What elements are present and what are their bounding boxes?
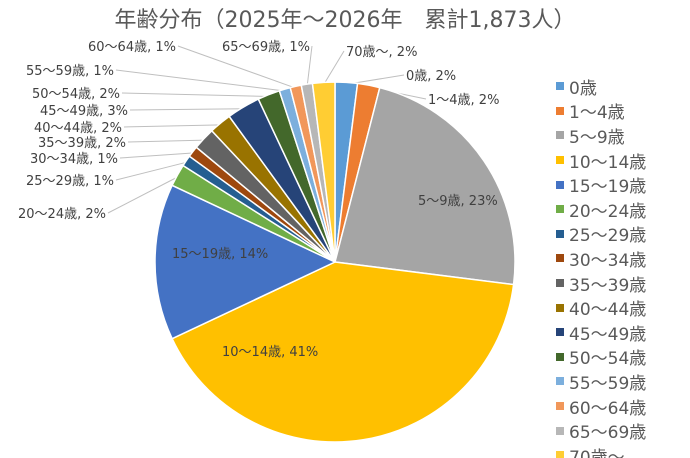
pie-slice-15 <box>311 81 336 263</box>
data-label-15: 70歳～, 2% <box>346 45 417 60</box>
data-label-3: 10～14歳, 41% <box>222 345 318 360</box>
data-label-13: 60～64歳, 1% <box>88 40 176 55</box>
pie-slice-3 <box>171 261 515 443</box>
pie-slice-4 <box>154 184 337 340</box>
legend-label: 20～24歳 <box>569 201 647 222</box>
legend-swatch <box>556 254 564 263</box>
data-label-11: 50～54歳, 2% <box>32 87 120 102</box>
legend-label: 45～49歳 <box>569 324 647 345</box>
legend-swatch <box>556 426 564 435</box>
legend-swatch <box>556 82 564 91</box>
legend-swatch <box>556 377 564 386</box>
legend-item-12: 55～59歳 <box>556 369 646 394</box>
leader-line-5 <box>107 175 180 214</box>
legend-item-8: 35～39歳 <box>556 271 646 296</box>
legend-swatch <box>556 205 564 214</box>
data-label-0: 0歳, 2% <box>406 69 456 84</box>
legend-item-14: 65～69歳 <box>556 418 646 443</box>
legend-label: 70歳～ <box>569 447 625 458</box>
legend-item-4: 15～19歳 <box>556 172 646 197</box>
leader-line-8 <box>127 139 206 143</box>
data-label-1: 1～4歳, 2% <box>428 93 499 108</box>
legend-label: 30～34歳 <box>569 250 647 271</box>
legend-swatch <box>556 106 564 115</box>
leader-line-6 <box>115 161 188 181</box>
legend-label: 50～54歳 <box>569 349 647 370</box>
data-label-5: 20～24歳, 2% <box>18 207 106 222</box>
legend-swatch <box>556 180 564 189</box>
legend-swatch <box>556 229 564 238</box>
leader-line-15 <box>323 50 345 85</box>
legend-item-11: 50～54歳 <box>556 345 647 370</box>
legend-item-10: 45～49歳 <box>556 320 646 345</box>
legend-swatch <box>556 131 564 140</box>
legend-swatch <box>556 451 564 458</box>
legend-item-0: 0歳 <box>556 74 646 99</box>
legend-label: 60～64歳 <box>569 398 647 419</box>
data-label-2: 5～9歳, 23% <box>418 194 498 209</box>
legend-swatch <box>556 352 564 361</box>
legend-swatch <box>556 402 564 411</box>
legend-item-5: 20～24歳 <box>556 197 646 222</box>
legend: 0歳 1～4歳 5～9歳 10～14歳 15～19歳 20～24歳 25～29歳 30～34歳… <box>556 74 646 458</box>
legend-swatch <box>556 303 564 312</box>
legend-swatch <box>556 328 564 337</box>
data-label-12: 55～59歳, 1% <box>26 64 114 79</box>
data-label-14: 65～69歳, 1% <box>222 40 310 55</box>
leader-line-14 <box>306 45 313 87</box>
legend-label: 25～29歳 <box>569 226 647 247</box>
chart-title: 年齢分布（2025年～2026年 累計1,873人） <box>114 8 576 33</box>
legend-item-7: 30～34歳 <box>556 246 646 271</box>
legend-label: 65～69歳 <box>569 423 647 444</box>
legend-label: 35～39歳 <box>569 275 647 296</box>
legend-item-6: 25～29歳 <box>556 222 647 247</box>
leader-line-13 <box>177 45 297 89</box>
data-label-9: 40～44歳, 2% <box>34 121 122 136</box>
leader-line-12 <box>115 69 286 92</box>
pie-slice-2 <box>334 86 516 286</box>
legend-item-9: 40～44歳 <box>556 295 646 320</box>
legend-label: 10～14歳 <box>569 152 647 173</box>
leader-line-10 <box>129 108 245 111</box>
legend-swatch <box>556 156 564 165</box>
data-label-8: 35～39歳, 2% <box>38 136 126 151</box>
data-label-4: 15～19歳, 14% <box>172 247 268 262</box>
legend-item-13: 60～64歳 <box>556 394 646 419</box>
legend-label: 55～59歳 <box>569 373 647 394</box>
legend-item-3: 10～14歳 <box>556 148 646 173</box>
leader-line-7 <box>119 152 195 159</box>
legend-swatch <box>556 279 564 288</box>
legend-label: 40～44歳 <box>569 300 647 321</box>
leader-line-11 <box>121 92 270 97</box>
legend-label: 1～4歳 <box>569 103 625 124</box>
data-label-6: 25～29歳, 1% <box>26 174 114 189</box>
legend-label: 0歳 <box>569 78 597 99</box>
legend-item-15: 70歳～ <box>556 443 646 458</box>
legend-label: 5～9歳 <box>569 127 625 148</box>
data-label-10: 45～49歳, 3% <box>40 104 128 119</box>
leader-line-9 <box>123 124 222 128</box>
data-label-7: 30～34歳, 1% <box>30 152 118 167</box>
legend-label: 15～19歳 <box>569 177 647 198</box>
legend-item-2: 5～9歳 <box>556 123 646 148</box>
legend-item-1: 1～4歳 <box>556 99 646 124</box>
